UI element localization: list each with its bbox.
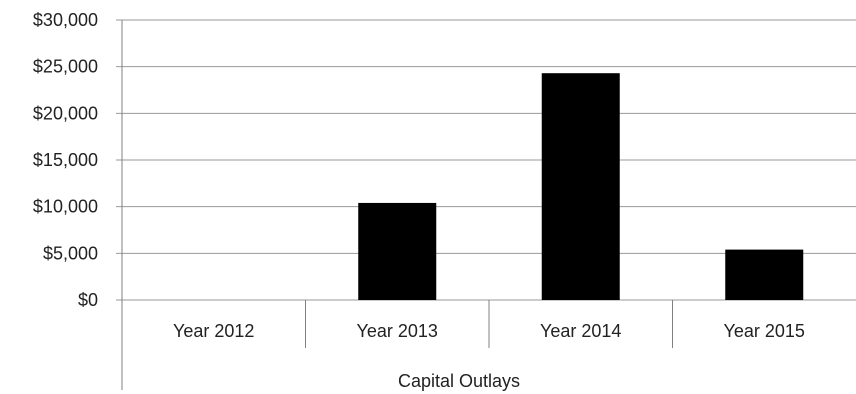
x-axis-group-label: Capital Outlays: [398, 371, 520, 391]
y-tick-label: $15,000: [33, 150, 98, 170]
bar: [541, 73, 620, 300]
x-axis-category-labels: Year 2012 Year 2013 Year 2014 Year 2015: [173, 321, 805, 341]
gridlines: [116, 19, 856, 301]
y-tick-label: $25,000: [33, 57, 98, 77]
category-label: Year 2014: [540, 321, 621, 341]
axes: [121, 20, 673, 390]
category-label: Year 2013: [357, 321, 438, 341]
category-label: Year 2012: [173, 321, 254, 341]
y-tick-label: $5,000: [43, 243, 98, 263]
y-tick-label: $20,000: [33, 103, 98, 123]
y-tick-label: $10,000: [33, 197, 98, 217]
bar: [358, 202, 437, 300]
category-label: Year 2015: [724, 321, 805, 341]
y-tick-label: $0: [78, 290, 98, 310]
bars: [358, 73, 804, 300]
y-axis-tick-labels: $0 $5,000 $10,000 $15,000 $20,000 $25,000 $30,…: [33, 10, 98, 310]
bar: [725, 249, 804, 300]
y-tick-label: $30,000: [33, 10, 98, 30]
